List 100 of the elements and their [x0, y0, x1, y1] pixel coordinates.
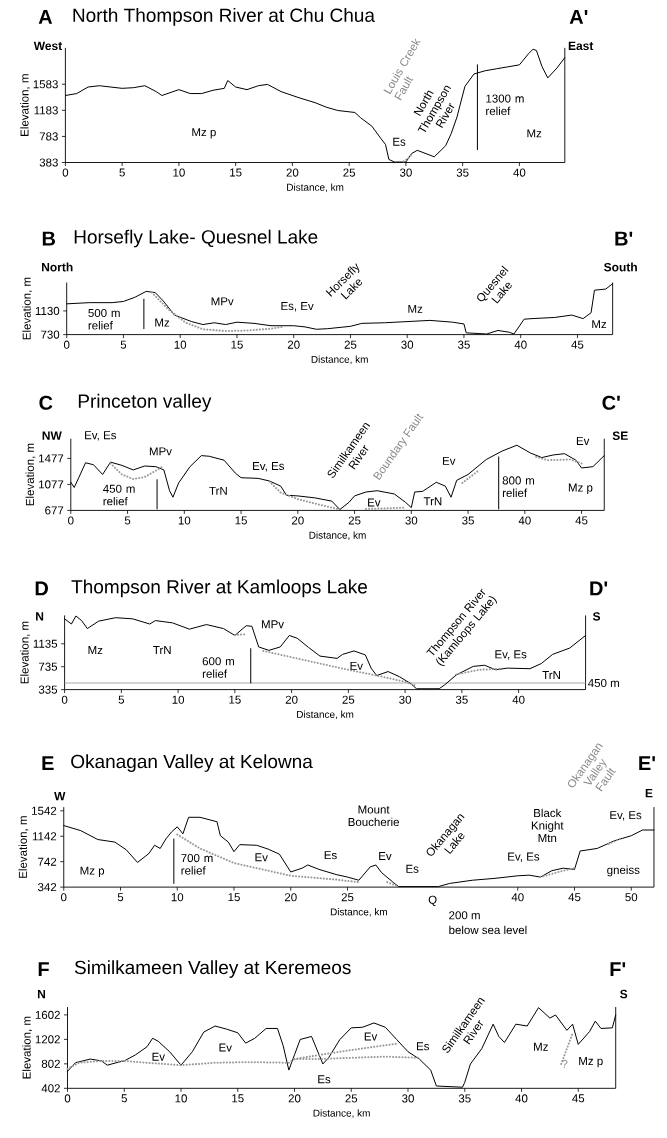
x-tick-label: 20 [291, 516, 304, 525]
y-tick-label: 383 [39, 158, 58, 167]
x-tick-label: 25 [345, 1094, 358, 1103]
annotation: Mz p [568, 483, 593, 494]
annotation: Mz [527, 129, 542, 138]
x-tick-label: 5 [121, 1094, 127, 1103]
x-tick-label: 5 [119, 168, 125, 177]
x-axis-title: Distance, km [309, 531, 366, 540]
y-axis-title: Elevation, m [25, 443, 36, 506]
x-tick-label: 20 [284, 893, 297, 902]
annotation: Mz [408, 304, 423, 313]
text: N [37, 989, 46, 999]
annotation: Black Knight Mtn [531, 808, 564, 843]
x-tick-label: 25 [341, 893, 354, 902]
text: S [620, 989, 628, 999]
y-tick-label: 342 [37, 883, 57, 892]
x-tick-label: 20 [288, 1094, 301, 1103]
y-axis-title: Elevation, m [22, 1016, 33, 1079]
x-tick-label: 20 [285, 695, 298, 704]
annotation: Mz p [579, 1057, 603, 1068]
annotation: Ev [255, 853, 268, 862]
annotation: Es [406, 864, 419, 873]
annotation: Mz [88, 646, 103, 654]
x-axis-title: Distance, km [313, 1109, 370, 1118]
x-tick-label: 40 [518, 516, 531, 525]
x-tick-label: 25 [342, 695, 355, 704]
y-tick-label: 1130 [35, 306, 60, 315]
y-tick-label: 1477 [39, 454, 64, 463]
text: below sea level [449, 925, 527, 935]
x-axis-title: Distance, km [330, 908, 387, 917]
x-tick-label: 0 [61, 893, 67, 902]
text: C [39, 395, 53, 410]
text: East [568, 41, 594, 51]
x-tick-label: 10 [174, 340, 187, 349]
x-tick-label: 15 [232, 1094, 244, 1103]
annotation: Ev [364, 1032, 378, 1041]
annotation: Mz [155, 318, 170, 327]
text: A [38, 10, 53, 24]
annotation: Ev [442, 456, 456, 465]
x-tick-label: 20 [286, 168, 299, 177]
ref-line-label: 450 m [588, 678, 619, 688]
y-tick-label: 742 [38, 857, 57, 866]
x-tick-label: 25 [344, 340, 357, 349]
x-tick-label: 40 [513, 168, 526, 177]
y-tick-label: 1202 [35, 1035, 60, 1044]
x-tick-label: 40 [511, 893, 524, 902]
annotation: Es, Ev [281, 302, 314, 312]
x-tick-label: 0 [63, 340, 70, 349]
text: West [33, 41, 63, 51]
x-tick-label: 10 [175, 1094, 187, 1103]
y-tick-label: 402 [41, 1084, 60, 1093]
y-tick-label: 1142 [32, 832, 57, 841]
annotation: Mz [534, 1042, 548, 1051]
text: Q [428, 895, 437, 906]
x-tick-label: 0 [61, 695, 68, 704]
x-tick-label: 45 [568, 893, 581, 902]
text: South [603, 262, 637, 272]
annotation: Ev, Es [610, 811, 642, 821]
annotation: TrN [423, 497, 442, 506]
x-tick-label: 10 [178, 516, 191, 525]
x-tick-label: 15 [230, 168, 242, 177]
text: W [54, 791, 66, 801]
annotation: ? [561, 1059, 568, 1068]
x-tick-label: 50 [625, 893, 638, 902]
x-tick-label: 35 [456, 168, 469, 177]
x-tick-label: 40 [514, 340, 527, 349]
x-axis-title: Distance, km [311, 355, 368, 365]
x-tick-label: 30 [402, 1094, 414, 1103]
y-tick-label: 677 [45, 506, 64, 515]
text: C' [602, 395, 620, 410]
x-tick-label: 25 [343, 168, 356, 177]
annotation: 800 m relief [502, 476, 535, 497]
annotation: 600 m relief [202, 657, 234, 678]
annotation: TrN [209, 486, 227, 495]
y-tick-label: 730 [41, 330, 60, 339]
annotation: Mount Boucherie [348, 805, 399, 827]
x-axis-title: Distance, km [287, 183, 344, 193]
text: E [645, 788, 653, 798]
annotation: 500 m relief [88, 308, 120, 330]
chart-title: North Thompson River at Chu Chua [73, 8, 375, 26]
chart-title: Horsefly Lake- Quesnel Lake [74, 229, 318, 248]
text: North [42, 262, 73, 272]
text: S [592, 612, 601, 621]
x-tick-label: 15 [235, 516, 247, 525]
x-tick-label: 0 [68, 516, 74, 525]
y-tick-label: 735 [38, 662, 58, 671]
x-tick-label: 0 [62, 168, 69, 177]
x-tick-label: 45 [571, 340, 584, 349]
x-tick-label: 30 [405, 516, 418, 525]
annotation: Ev, Es [253, 462, 285, 472]
annotation: Ev [152, 1052, 165, 1061]
x-axis-title: Distance, km [297, 710, 354, 720]
text: B' [615, 231, 633, 246]
x-tick-label: 15 [231, 340, 243, 349]
y-axis-title: Elevation, m [22, 277, 33, 340]
x-tick-label: 10 [172, 695, 185, 704]
x-tick-label: 15 [228, 893, 240, 902]
x-tick-label: 0 [64, 1094, 71, 1103]
text: E' [639, 756, 655, 770]
y-axis-title: Elevation, m [18, 816, 29, 878]
